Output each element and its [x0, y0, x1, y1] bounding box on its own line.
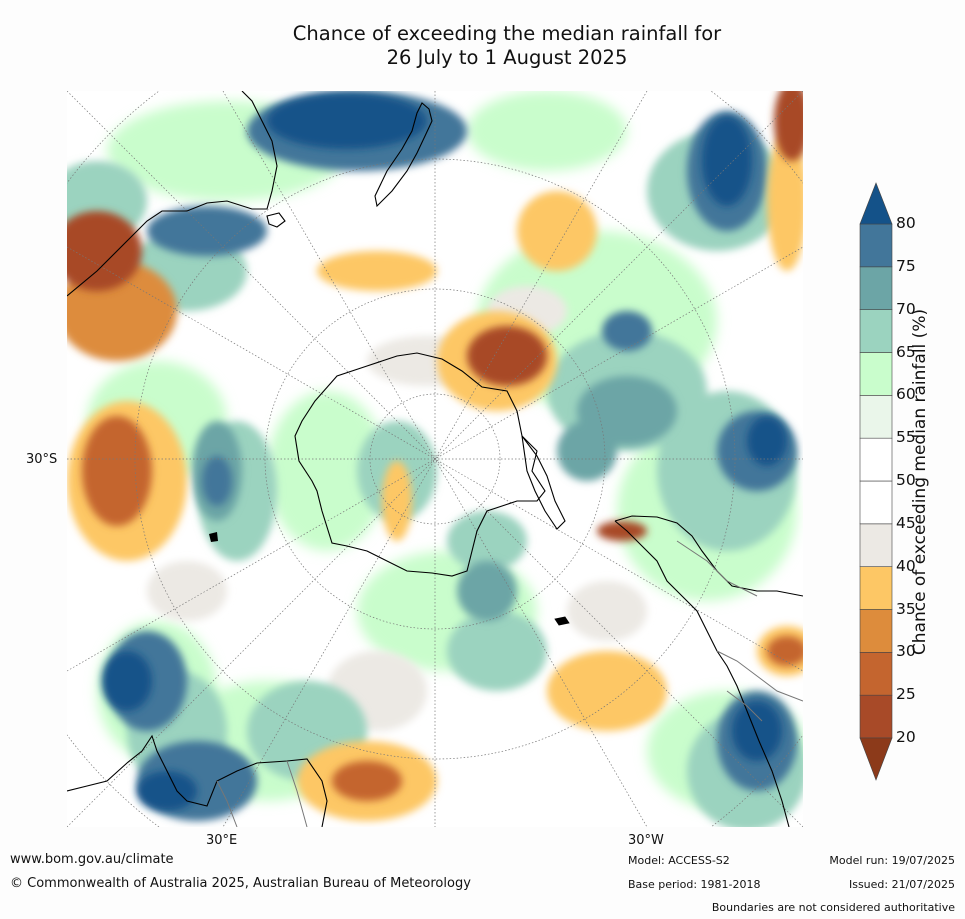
graticule	[67, 91, 803, 827]
footer-disclaimer: Boundaries are not considered authoritat…	[711, 901, 955, 914]
colorbar-band	[859, 352, 893, 396]
colorbar-tick-label: 80	[896, 214, 916, 232]
colorbar-tick-label: 75	[896, 256, 916, 275]
south-america-borders	[676, 540, 803, 722]
colorbar-band	[859, 223, 893, 268]
colorbar-band	[859, 480, 893, 525]
colorbar-tick-label: 20	[896, 728, 916, 746]
colorbar-band	[859, 652, 893, 696]
colorbar-band	[859, 437, 893, 482]
australia-coastline	[67, 91, 278, 297]
colorbar-tick-label: 65	[896, 342, 916, 361]
colorbar-tick-label: 45	[896, 513, 916, 532]
lon-label-30e: 30°E	[206, 833, 238, 848]
colorbar-swatches	[859, 182, 893, 781]
probability-field-darkblue	[102, 93, 787, 811]
colorbar-band	[859, 395, 893, 439]
map-title-line1: Chance of exceeding the median rainfall …	[292, 22, 722, 45]
map-title: Chance of exceeding the median rainfall …	[0, 22, 965, 70]
colorbar-band	[859, 266, 893, 310]
footer-model: Model: ACCESS-S2	[628, 854, 730, 867]
colorbar-tick-label: 30	[896, 642, 916, 661]
colorbar-title: Chance of exceeding median rainfall (%)	[910, 308, 930, 656]
colorbar-extend-max	[859, 182, 893, 225]
colorbar-band	[859, 566, 893, 610]
new-zealand-coastline	[374, 102, 433, 208]
map-title-line2: 26 July to 1 August 2025	[386, 46, 628, 69]
kerguelen-island	[209, 532, 218, 542]
colorbar-tick-label: 25	[896, 685, 916, 704]
probability-field-grey	[147, 286, 647, 731]
colorbar-tick-label: 50	[896, 471, 916, 489]
footer-base-period: Base period: 1981-2018	[628, 878, 761, 891]
tasmania-coastline	[266, 212, 286, 228]
colorbar-tick-label: 35	[896, 599, 916, 618]
colorbar-tick-label: 70	[896, 299, 916, 318]
antarctica-coastline	[294, 352, 546, 577]
polar-rainfall-map	[67, 91, 803, 827]
colorbar	[856, 180, 965, 790]
probability-field-brown	[67, 91, 803, 801]
footer-copyright: © Commonwealth of Australia 2025, Austra…	[10, 876, 471, 891]
antarctic-peninsula	[521, 435, 566, 530]
footer-website: www.bom.gov.au/climate	[10, 852, 174, 867]
colorbar-tick-label: 55	[896, 428, 916, 447]
colorbar-band	[859, 609, 893, 653]
colorbar-tick-label: 60	[896, 385, 916, 404]
footer-issued: Issued: 21/07/2025	[848, 878, 955, 891]
south-america-coastline	[614, 515, 803, 827]
footer-model-run: Model run: 19/07/2025	[829, 854, 955, 867]
lat-label-30s: 30°S	[26, 452, 58, 467]
colorbar-band	[859, 523, 893, 567]
africa-borders	[216, 760, 308, 827]
colorbar-tick-label: 40	[896, 556, 916, 575]
falkland-islands	[554, 616, 570, 626]
colorbar-extend-min	[859, 737, 893, 781]
colorbar-band	[859, 309, 893, 353]
lon-label-30w: 30°W	[628, 833, 664, 848]
africa-coastline	[67, 734, 328, 827]
colorbar-band	[859, 694, 893, 739]
map-canvas	[67, 91, 803, 827]
